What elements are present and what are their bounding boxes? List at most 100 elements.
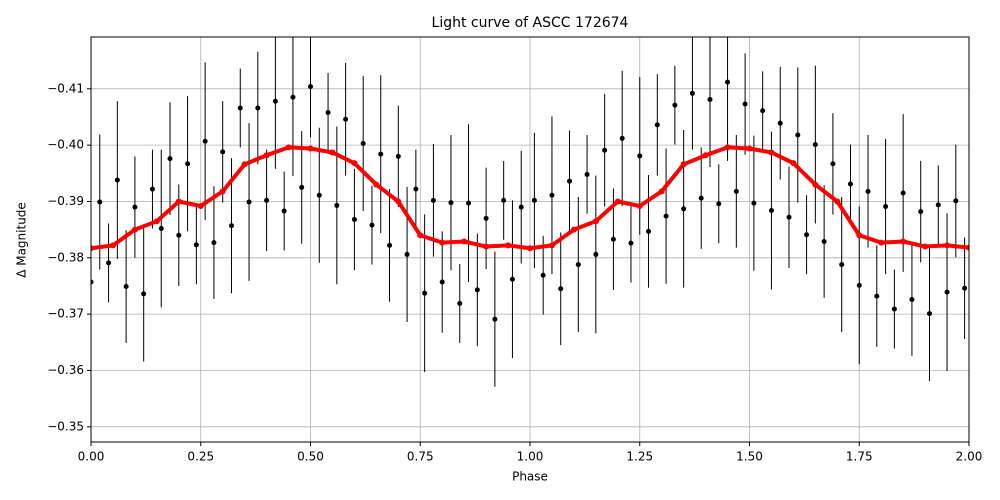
x-tick-label: 0.75: [407, 450, 434, 464]
y-tick-label: −0.38: [47, 250, 84, 264]
data-point: [378, 151, 384, 157]
binned-point: [373, 181, 380, 188]
data-point: [246, 199, 252, 205]
binned-point: [307, 145, 314, 152]
data-point: [106, 260, 112, 266]
binned-point: [285, 144, 292, 151]
data-point: [733, 188, 739, 194]
data-point: [91, 279, 94, 285]
data-point: [264, 197, 270, 203]
data-point: [584, 171, 590, 177]
data-point: [558, 286, 564, 292]
data-point: [716, 201, 722, 207]
data-point: [114, 177, 120, 183]
binned-point: [241, 161, 248, 168]
data-point: [422, 290, 428, 296]
data-point: [804, 232, 810, 238]
binned-point: [153, 218, 160, 225]
binned-point: [944, 242, 951, 249]
data-point: [158, 226, 164, 232]
data-point: [176, 232, 182, 238]
data-point: [220, 149, 226, 155]
binned-point: [505, 242, 512, 249]
data-point: [847, 181, 853, 187]
data-point: [540, 272, 546, 278]
binned-point: [91, 245, 94, 252]
x-tick-label: 0.25: [187, 450, 214, 464]
data-point: [457, 300, 463, 306]
data-point: [466, 200, 472, 206]
data-point: [255, 105, 261, 111]
binned-point: [966, 244, 969, 251]
data-point: [97, 199, 103, 205]
y-tick-label: −0.37: [47, 307, 84, 321]
data-point: [123, 284, 129, 290]
data-point: [531, 197, 537, 203]
data-point: [549, 192, 555, 198]
binned-point: [812, 181, 819, 188]
data-point: [501, 197, 507, 203]
data-point: [448, 200, 454, 206]
data-point: [698, 195, 704, 201]
binned-point: [527, 245, 533, 252]
binned-point: [219, 188, 226, 195]
data-point: [290, 94, 296, 100]
binned-point: [417, 232, 424, 239]
data-point: [953, 198, 959, 204]
binned-point: [570, 226, 577, 233]
data-point: [935, 202, 941, 208]
data-point: [751, 200, 757, 206]
data-point: [707, 97, 713, 103]
data-point: [369, 222, 375, 228]
ticks: 0.00 0.25 0.50 0.75 1.00 1.25 1.50 1.75 2.00 −0.4…: [47, 81, 982, 463]
data-point: [202, 138, 208, 144]
data-point: [672, 102, 678, 108]
data-point: [681, 206, 687, 212]
x-tick-label: 1.75: [846, 450, 873, 464]
data-point: [299, 184, 305, 190]
x-tick-label: 2.00: [956, 450, 983, 464]
data-point: [237, 105, 243, 111]
data-point: [742, 101, 748, 107]
data-point: [185, 161, 191, 167]
data-point: [962, 285, 968, 291]
binned-point: [109, 242, 116, 249]
binned-point: [768, 149, 775, 156]
data-point: [909, 296, 915, 302]
binned-point: [922, 243, 929, 250]
data-point: [404, 251, 410, 257]
y-tick-label: −0.41: [47, 81, 84, 95]
data-point: [149, 186, 155, 192]
binned-point: [614, 198, 621, 205]
binned-point: [636, 202, 643, 209]
data-point: [926, 311, 932, 317]
binned-point: [724, 144, 731, 151]
binned-point: [351, 160, 358, 167]
data-point: [211, 240, 217, 246]
x-tick-label: 0.50: [297, 450, 324, 464]
x-tick-label: 1.25: [626, 450, 653, 464]
data-point: [132, 204, 138, 210]
data-point: [430, 197, 436, 203]
data-point: [795, 132, 801, 138]
binned-point: [395, 198, 402, 205]
data-point: [492, 316, 498, 322]
data-point: [308, 84, 313, 90]
data-point: [413, 186, 419, 192]
binned-point: [461, 238, 468, 245]
data-point: [865, 188, 871, 194]
data-point: [602, 147, 608, 153]
binned-point: [702, 152, 709, 159]
data-point: [654, 122, 660, 128]
data-point: [760, 108, 766, 114]
x-axis-label: Phase: [512, 470, 548, 484]
chart-title: Light curve of ASCC 172674: [432, 15, 629, 31]
data-point: [518, 204, 524, 210]
binned-point: [790, 160, 797, 167]
x-tick-label: 0.00: [78, 450, 105, 464]
data-point: [395, 153, 401, 159]
data-point: [646, 228, 652, 234]
data-point: [944, 289, 950, 295]
